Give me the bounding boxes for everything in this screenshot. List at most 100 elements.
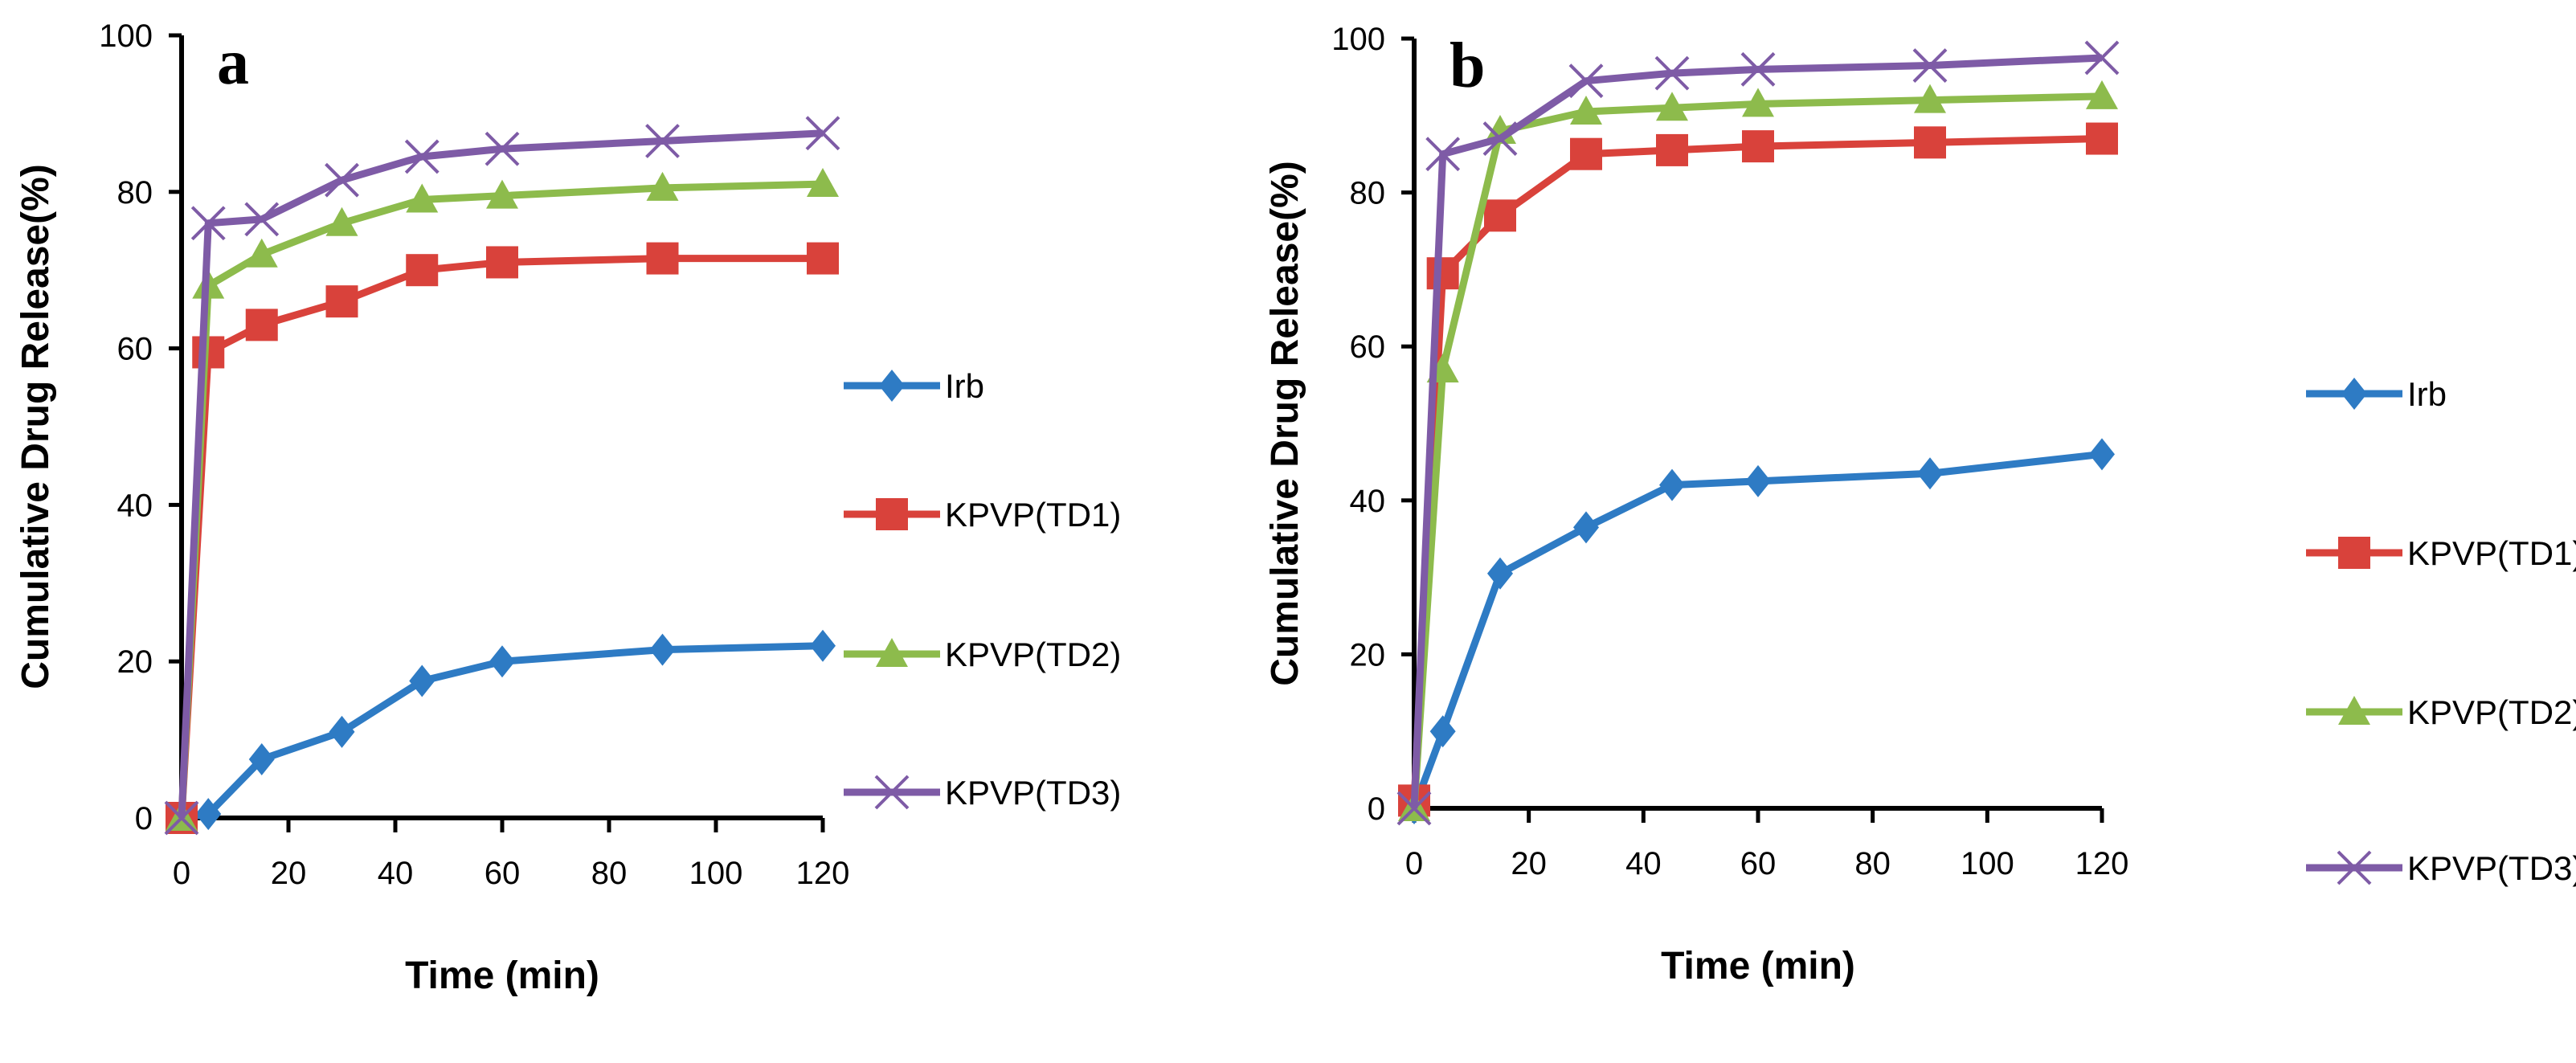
legend-item: KPVP(TD1) <box>844 496 1121 534</box>
data-point-diamond <box>1659 468 1685 501</box>
legend-label: KPVP(TD2) <box>945 636 1121 673</box>
data-point-x <box>805 116 840 151</box>
x-tick-label: 20 <box>271 856 307 891</box>
y-tick-label: 40 <box>117 488 153 523</box>
data-point-triangle <box>325 206 358 236</box>
data-point-square <box>1484 199 1516 232</box>
data-point-x <box>1568 63 1604 99</box>
data-point-square <box>2086 122 2118 155</box>
data-point-x <box>1425 137 1461 172</box>
data-point-triangle <box>646 171 679 201</box>
data-point-square <box>486 246 518 279</box>
data-point-square <box>1656 133 1688 166</box>
data-point-diamond <box>1745 464 1771 497</box>
data-point-x <box>645 124 680 158</box>
data-point-triangle <box>1570 96 1602 125</box>
data-point-square <box>1742 130 1774 163</box>
y-tick-label: 60 <box>1350 329 1386 365</box>
x-tick-label: 120 <box>2075 846 2129 881</box>
data-point-square <box>325 285 358 318</box>
data-point-diamond <box>409 664 435 697</box>
legend-item: KPVP(TD2) <box>844 636 1121 673</box>
data-point-triangle <box>876 638 908 667</box>
series-line <box>178 255 823 819</box>
data-point-x <box>190 206 226 241</box>
x-tick-label: 120 <box>796 856 850 891</box>
data-point-diamond <box>1429 715 1456 748</box>
legend-label: KPVP(TD2) <box>2407 693 2576 731</box>
data-point-x <box>164 800 199 836</box>
data-point-diamond <box>329 715 355 748</box>
data-point-diamond <box>489 645 515 678</box>
legend-label: KPVP(TD1) <box>2407 534 2576 572</box>
y-tick-label: 80 <box>1350 176 1386 211</box>
data-point-diamond <box>1573 511 1599 544</box>
series-Irb <box>1401 438 2115 824</box>
data-point-triangle <box>406 183 439 213</box>
legend-label: Irb <box>945 367 984 405</box>
legend-item: KPVP(TD3) <box>2306 849 2576 887</box>
y-tick-label: 0 <box>135 801 153 836</box>
panel-label: b <box>1450 31 1486 101</box>
series-line <box>178 180 824 819</box>
legend-label: KPVP(TD3) <box>2407 849 2576 887</box>
chart-panel-a: 0 20 40 60 80 100 120 0 20 40 60 80 100 Time (min) Cum… <box>14 18 1121 997</box>
data-point-diamond <box>879 370 905 402</box>
y-tick-label: 100 <box>99 18 153 54</box>
chart-panel-b: 0 20 40 60 80 100 120 0 20 40 60 80 100 Time (min) Cum… <box>1264 22 2576 987</box>
data-point-square <box>245 309 278 341</box>
x-tick-label: 100 <box>1961 846 2014 881</box>
y-tick-label: 60 <box>117 332 153 367</box>
series-line <box>178 129 824 819</box>
series-KPVP(TD1) <box>166 242 839 834</box>
data-point-triangle <box>1914 84 1946 113</box>
y-tick-label: 20 <box>1350 637 1386 673</box>
legend-item: KPVP(TD1) <box>2306 534 2576 572</box>
y-tick-label: 40 <box>1350 484 1386 519</box>
data-point-x <box>2337 850 2372 885</box>
data-point-x <box>485 131 520 166</box>
x-tick-label: 0 <box>1405 846 1423 881</box>
x-axis-title: Time (min) <box>405 955 599 997</box>
data-point-x <box>244 202 280 237</box>
data-point-x <box>1654 55 1690 91</box>
data-point-triangle <box>486 179 518 209</box>
data-point-x <box>1396 791 1432 826</box>
series-line <box>181 642 824 822</box>
data-point-square <box>1914 126 1946 159</box>
series-KPVP(TD1) <box>1398 122 2118 817</box>
x-tick-label: 60 <box>1740 846 1777 881</box>
data-point-diamond <box>248 742 275 775</box>
legend-item: KPVP(TD3) <box>844 774 1121 812</box>
data-point-x <box>404 139 440 174</box>
y-tick-label: 0 <box>1368 791 1385 827</box>
data-point-diamond <box>2341 378 2367 410</box>
x-tick-label: 40 <box>378 856 414 891</box>
data-point-x <box>1740 51 1776 87</box>
data-point-x <box>325 162 359 198</box>
x-tick-label: 40 <box>1625 846 1662 881</box>
legend-item: Irb <box>844 367 984 405</box>
data-point-x <box>1482 121 1518 156</box>
series-line <box>1410 450 2103 810</box>
legend-label: KPVP(TD3) <box>945 774 1121 812</box>
series-KPVP(TD2) <box>1398 80 2118 821</box>
data-point-diamond <box>1917 457 1943 490</box>
x-tick-label: 100 <box>689 856 743 891</box>
series-line <box>1410 92 2103 809</box>
x-tick-label: 80 <box>1854 846 1891 881</box>
y-tick-label: 80 <box>117 175 153 211</box>
data-point-square <box>807 242 839 275</box>
data-point-triangle <box>2338 696 2370 725</box>
series-KPVP(TD3) <box>164 116 840 836</box>
data-point-diamond <box>649 633 676 666</box>
data-point-square <box>2338 537 2370 569</box>
series-KPVP(TD3) <box>1396 40 2120 826</box>
data-point-x <box>1912 48 1948 83</box>
data-point-diamond <box>195 798 222 831</box>
data-point-triangle <box>807 168 839 198</box>
legend-item: Irb <box>2306 375 2447 413</box>
data-point-square <box>876 498 908 530</box>
x-tick-label: 60 <box>485 856 521 891</box>
